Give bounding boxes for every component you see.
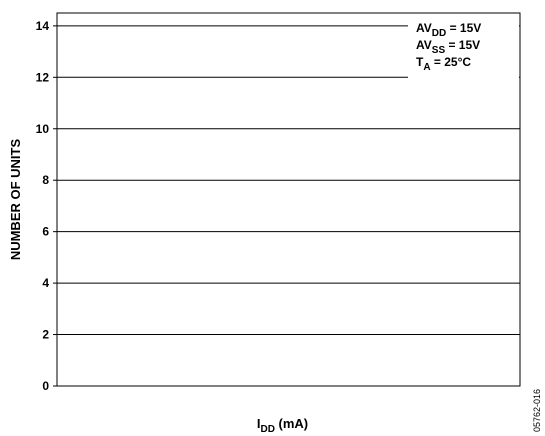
x-axis-title-main: I: [257, 416, 261, 431]
x-axis-title-rest: (mA): [275, 416, 308, 431]
plot-frame: [56, 12, 521, 387]
y-tick-label: 6: [42, 225, 49, 239]
legend-line-sub: SS: [432, 45, 446, 56]
x-axis-title-sub: DD: [260, 424, 274, 435]
y-tick-label: 8: [42, 173, 49, 187]
legend-line-sub: DD: [432, 28, 446, 39]
legend-line: AVSS = 15V: [416, 38, 480, 56]
y-tick-label: 2: [42, 328, 49, 342]
y-tick-label: 12: [36, 70, 50, 84]
legend-line-rest: = 25°C: [431, 55, 472, 69]
legend-line: TA = 25°C: [416, 55, 471, 73]
figure-id: 05762-016: [532, 389, 542, 432]
y-tick-label: 0: [42, 379, 49, 393]
legend-line-main: AV: [416, 21, 432, 35]
legend-line-rest: = 15V: [446, 21, 481, 35]
y-axis-title: NUMBER OF UNITS: [8, 139, 23, 261]
legend-background: [408, 14, 519, 80]
grid: [57, 25, 520, 336]
legend-line-rest: = 15V: [445, 38, 480, 52]
y-tick-label: 10: [36, 122, 50, 136]
x-axis-title: IDD (mA): [257, 416, 308, 435]
legend-line-sub: A: [423, 62, 430, 73]
y-tick-label: 14: [36, 19, 50, 33]
legend-line-main: AV: [416, 38, 432, 52]
legend-line: AVDD = 15V: [416, 21, 481, 39]
legend-line-main: T: [416, 55, 424, 69]
y-axis: 0 2 4 6 8 10 12 14: [36, 19, 57, 393]
y-tick-label: 4: [42, 276, 49, 290]
